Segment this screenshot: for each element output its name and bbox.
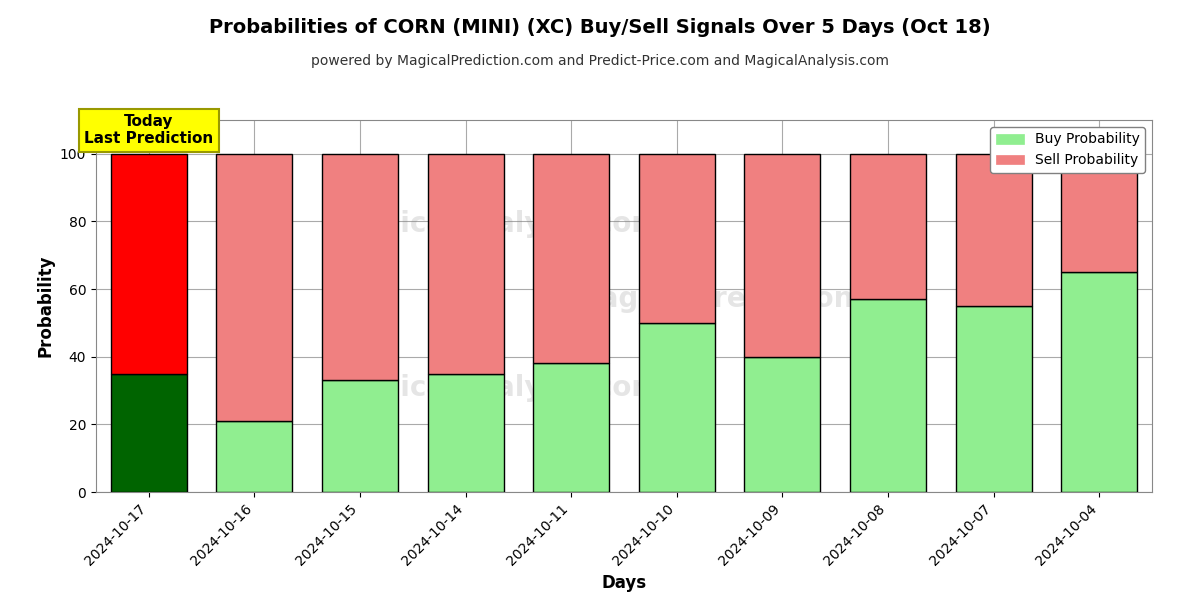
Bar (427, 154, 504, 374)
Bar (955, 306, 1032, 492)
Bar (850, 154, 926, 299)
Bar (533, 364, 610, 492)
Text: Probabilities of CORN (MINI) (XC) Buy/Sell Signals Over 5 Days (Oct 18): Probabilities of CORN (MINI) (XC) Buy/Se… (209, 18, 991, 37)
Text: MagicalPrediction.com: MagicalPrediction.com (572, 284, 929, 313)
Bar (533, 154, 610, 364)
Text: Today
Last Prediction: Today Last Prediction (84, 114, 214, 146)
Bar (216, 421, 293, 492)
Text: powered by MagicalPrediction.com and Predict-Price.com and MagicalAnalysis.com: powered by MagicalPrediction.com and Pre… (311, 54, 889, 68)
Bar (427, 374, 504, 492)
Text: MagicalAnalysis.com: MagicalAnalysis.com (334, 210, 660, 238)
Bar (638, 323, 715, 492)
Text: MagicalAnalysis.com: MagicalAnalysis.com (334, 374, 660, 402)
Bar (1061, 272, 1138, 492)
Bar (110, 154, 187, 374)
Bar (1061, 154, 1138, 272)
Bar (322, 380, 398, 492)
Bar (850, 299, 926, 492)
X-axis label: Days: Days (601, 574, 647, 592)
Bar (955, 154, 1032, 306)
Bar (216, 154, 293, 421)
Y-axis label: Probability: Probability (36, 255, 54, 357)
Bar (744, 154, 821, 357)
Legend: Buy Probability, Sell Probability: Buy Probability, Sell Probability (990, 127, 1145, 173)
Bar (638, 154, 715, 323)
Bar (322, 154, 398, 380)
Bar (744, 357, 821, 492)
Bar (110, 374, 187, 492)
